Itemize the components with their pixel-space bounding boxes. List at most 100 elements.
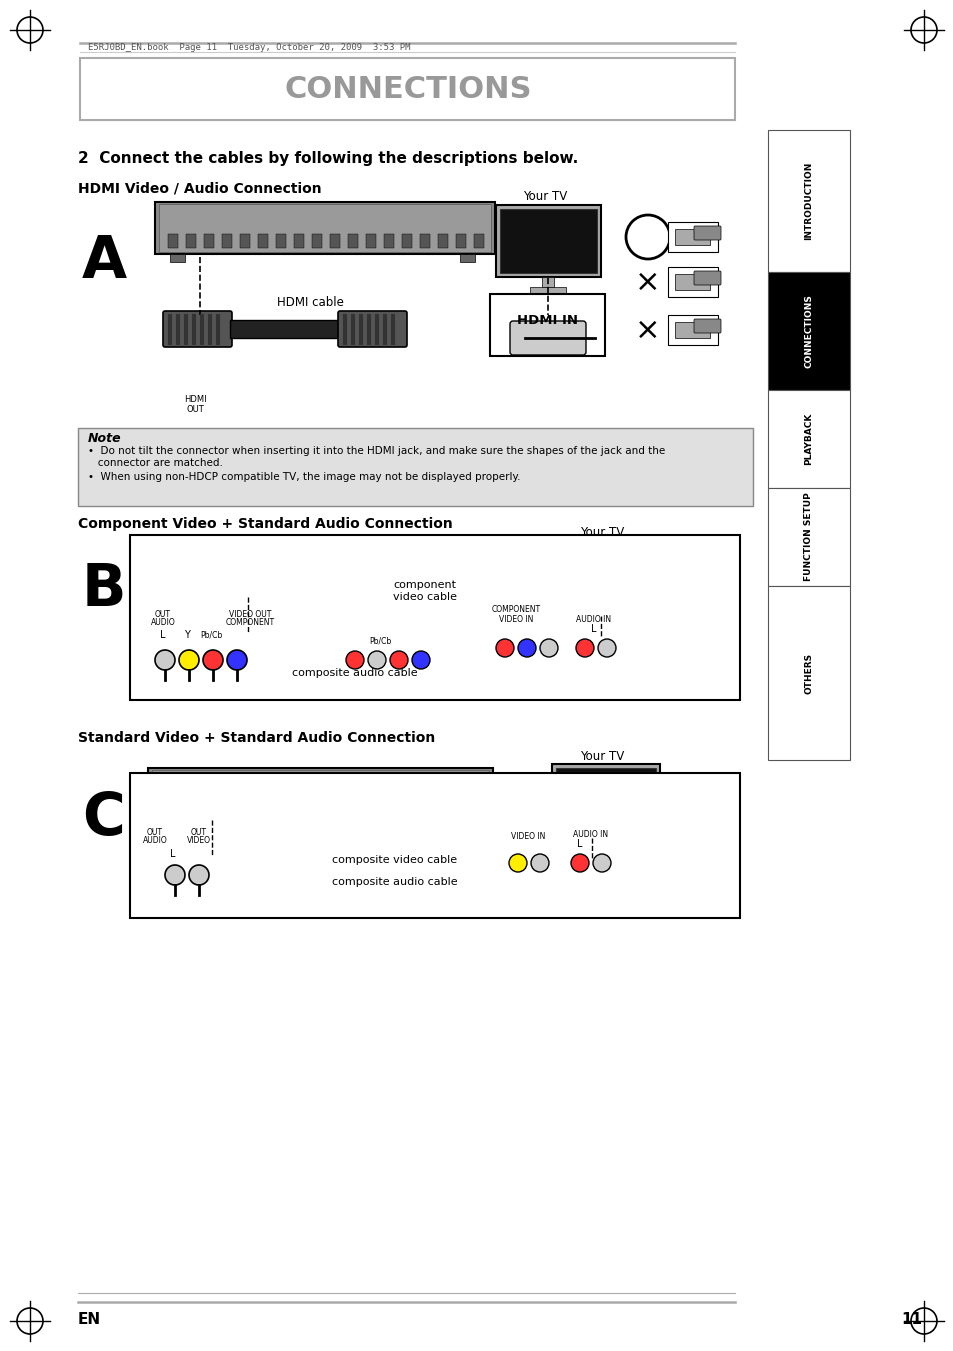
- Bar: [159, 204, 491, 253]
- Text: Your TV: Your TV: [579, 527, 623, 539]
- Bar: [556, 767, 656, 832]
- Bar: [204, 234, 213, 249]
- Bar: [395, 576, 406, 589]
- Bar: [168, 234, 178, 249]
- Bar: [401, 234, 412, 249]
- Circle shape: [531, 854, 548, 871]
- Bar: [165, 817, 180, 825]
- Text: OTHERS: OTHERS: [803, 653, 813, 693]
- Circle shape: [189, 865, 209, 885]
- Text: L: L: [160, 630, 166, 640]
- Bar: [170, 254, 185, 262]
- Bar: [530, 286, 565, 295]
- Bar: [468, 798, 477, 812]
- Bar: [330, 234, 339, 249]
- Text: L: L: [577, 839, 582, 848]
- Text: FUNCTION SETUP: FUNCTION SETUP: [803, 493, 813, 581]
- Bar: [306, 798, 315, 812]
- Bar: [341, 798, 352, 812]
- Bar: [240, 234, 250, 249]
- Bar: [186, 234, 195, 249]
- Circle shape: [227, 650, 247, 670]
- Bar: [667, 222, 718, 253]
- Bar: [288, 576, 297, 589]
- Text: HDMI
OUT: HDMI OUT: [184, 394, 206, 415]
- Bar: [233, 798, 244, 812]
- Circle shape: [517, 639, 536, 657]
- Bar: [270, 576, 280, 589]
- Circle shape: [496, 639, 514, 657]
- Text: Standard Video + Standard Audio Connection: Standard Video + Standard Audio Connecti…: [78, 731, 435, 744]
- Bar: [675, 322, 709, 338]
- Bar: [348, 234, 357, 249]
- Bar: [599, 836, 612, 846]
- Circle shape: [412, 651, 430, 669]
- FancyBboxPatch shape: [693, 226, 720, 240]
- Bar: [450, 798, 459, 812]
- Circle shape: [571, 854, 588, 871]
- Bar: [222, 234, 232, 249]
- Bar: [474, 234, 483, 249]
- Bar: [78, 428, 752, 507]
- Circle shape: [598, 639, 616, 657]
- Bar: [359, 576, 370, 589]
- Bar: [288, 798, 297, 812]
- Text: component
video cable: component video cable: [393, 580, 456, 601]
- Text: B: B: [82, 562, 127, 619]
- Text: CONNECTIONS: CONNECTIONS: [803, 295, 813, 367]
- Bar: [306, 576, 315, 589]
- Text: EN: EN: [78, 1313, 101, 1328]
- Bar: [767, 390, 849, 488]
- Text: HDMI cable: HDMI cable: [276, 296, 343, 308]
- Bar: [198, 576, 208, 589]
- Bar: [490, 295, 604, 357]
- Text: OUT: OUT: [191, 828, 207, 838]
- Bar: [162, 798, 172, 812]
- Text: Pb/Cb: Pb/Cb: [369, 638, 391, 646]
- FancyBboxPatch shape: [163, 311, 232, 347]
- Bar: [233, 576, 244, 589]
- Bar: [341, 576, 352, 589]
- Bar: [432, 576, 441, 589]
- Bar: [215, 576, 226, 589]
- Circle shape: [165, 865, 185, 885]
- Bar: [456, 234, 465, 249]
- Text: PLAYBACK: PLAYBACK: [803, 413, 813, 465]
- Bar: [230, 320, 339, 338]
- Circle shape: [368, 651, 386, 669]
- Circle shape: [509, 854, 526, 871]
- Text: ×: ×: [635, 267, 660, 296]
- Bar: [162, 576, 172, 589]
- Text: COMPONENT: COMPONENT: [225, 617, 274, 627]
- Text: L: L: [170, 848, 175, 859]
- Text: composite audio cable: composite audio cable: [332, 877, 457, 888]
- Bar: [468, 576, 477, 589]
- Text: A: A: [82, 234, 127, 290]
- Bar: [432, 798, 441, 812]
- Bar: [455, 817, 470, 825]
- Bar: [80, 58, 734, 120]
- Bar: [414, 576, 423, 589]
- Text: HDMI Video / Audio Connection: HDMI Video / Audio Connection: [78, 181, 321, 195]
- Bar: [767, 272, 849, 390]
- Bar: [675, 230, 709, 245]
- Text: composite video cable: composite video cable: [332, 855, 457, 865]
- Text: AUDIO IN: AUDIO IN: [576, 615, 611, 624]
- Text: Y: Y: [184, 630, 190, 640]
- Bar: [324, 576, 334, 589]
- Bar: [499, 209, 597, 273]
- Text: VIDEO OUT: VIDEO OUT: [229, 611, 271, 619]
- FancyBboxPatch shape: [510, 322, 585, 355]
- Bar: [767, 586, 849, 761]
- Bar: [599, 613, 612, 624]
- Circle shape: [390, 651, 408, 669]
- Text: 2  Connect the cables by following the descriptions below.: 2 Connect the cables by following the de…: [78, 150, 578, 166]
- Text: Component Video + Standard Audio Connection: Component Video + Standard Audio Connect…: [78, 517, 453, 531]
- Text: L: L: [591, 624, 597, 634]
- Bar: [130, 535, 740, 700]
- Text: HDMI IN: HDMI IN: [517, 313, 578, 327]
- Circle shape: [539, 639, 558, 657]
- Bar: [252, 798, 262, 812]
- Text: AUDIO: AUDIO: [143, 836, 167, 844]
- Bar: [667, 267, 718, 297]
